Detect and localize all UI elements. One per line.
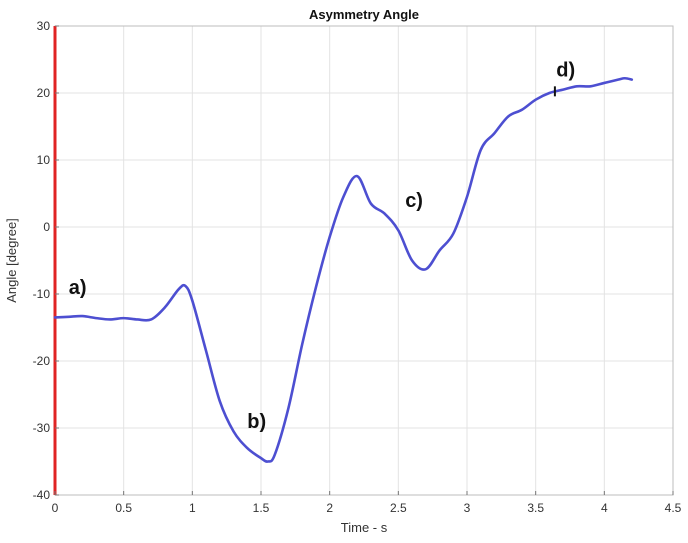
data-point [548, 92, 550, 94]
data-point [590, 85, 592, 87]
x-tick-label: 2.5 [390, 501, 407, 515]
data-point [301, 343, 303, 345]
data-point [521, 109, 523, 111]
annotation-label: d) [556, 59, 575, 81]
data-point [184, 285, 186, 287]
y-axis-label: Angle [degree] [4, 218, 19, 303]
data-point [480, 149, 482, 151]
data-point [507, 115, 509, 117]
data-point [178, 288, 180, 290]
data-point [397, 229, 399, 231]
data-point [370, 203, 372, 205]
x-tick-label: 0.5 [115, 501, 132, 515]
data-point [219, 400, 221, 402]
data-point [54, 316, 56, 318]
x-axis-label: Time - s [341, 520, 388, 535]
annotation-label: c) [405, 190, 423, 212]
data-point [68, 316, 70, 318]
data-point [233, 430, 235, 432]
data-point [287, 407, 289, 409]
x-tick-label: 2 [326, 501, 333, 515]
series-layer [53, 26, 634, 495]
data-point [315, 286, 317, 288]
data-point [493, 132, 495, 134]
annotation-label: a) [69, 277, 87, 299]
x-tick-label: 1 [189, 501, 196, 515]
x-tick-label: 3 [464, 501, 471, 515]
data-point [205, 350, 207, 352]
data-point [356, 175, 358, 177]
y-tick-label: 0 [43, 220, 50, 234]
y-tick-label: -30 [33, 421, 51, 435]
data-point [603, 82, 605, 84]
data-point [329, 236, 331, 238]
data-point [452, 233, 454, 235]
data-point [191, 300, 193, 302]
asymmetry-angle-line [53, 76, 634, 463]
y-tick-label: -10 [33, 287, 51, 301]
y-tick-label: 10 [37, 153, 51, 167]
data-point [535, 99, 537, 101]
tick-labels: 0 0.5 1 1.5 2 2.5 3 3.5 4 4.5 -40 -30 -20 -10 0 10 20 30 [33, 19, 682, 515]
data-point [246, 447, 248, 449]
data-point [136, 318, 138, 320]
y-tick-label: -40 [33, 488, 51, 502]
data-point [267, 461, 269, 463]
data-point [260, 457, 262, 459]
x-tick-label: 1.5 [253, 501, 270, 515]
y-tick-label: 30 [37, 19, 51, 33]
data-point [274, 454, 276, 456]
annotation-label: b) [247, 411, 266, 433]
data-point [466, 196, 468, 198]
data-point [439, 249, 441, 251]
x-tick-label: 3.5 [527, 501, 544, 515]
data-point [150, 318, 152, 320]
data-point [95, 317, 97, 319]
x-tick-label: 4 [601, 501, 608, 515]
data-point [617, 79, 619, 81]
x-tick-label: 4.5 [665, 501, 682, 515]
annotations: a) b) c) d) [69, 59, 575, 433]
data-point [576, 85, 578, 87]
data-point [631, 79, 633, 81]
data-point [81, 315, 83, 317]
data-point [384, 213, 386, 215]
data-point [123, 317, 125, 319]
y-tick-label: -20 [33, 354, 51, 368]
data-point [624, 77, 626, 79]
data-point [411, 260, 413, 262]
data-point [425, 268, 427, 270]
data-point [342, 196, 344, 198]
chart-title: Asymmetry Angle [309, 7, 419, 22]
data-point [164, 306, 166, 308]
data-point [562, 89, 564, 91]
data-point [109, 318, 111, 320]
x-tick-label: 0 [52, 501, 59, 515]
y-tick-label: 20 [37, 86, 51, 100]
